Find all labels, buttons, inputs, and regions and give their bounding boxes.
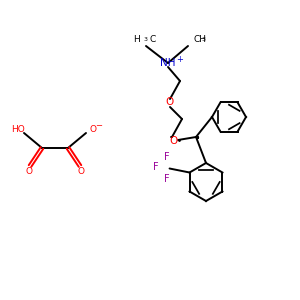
Text: H: H xyxy=(133,35,140,44)
Text: F: F xyxy=(164,152,169,161)
Text: +: + xyxy=(176,55,183,64)
Text: F: F xyxy=(153,161,158,172)
Text: CH: CH xyxy=(194,35,207,44)
Text: O: O xyxy=(77,167,85,176)
Text: 3: 3 xyxy=(144,37,148,42)
Text: O: O xyxy=(89,124,96,134)
Text: −: − xyxy=(95,122,102,130)
Text: NH: NH xyxy=(160,58,176,68)
Text: O: O xyxy=(166,97,174,107)
Text: C: C xyxy=(150,35,156,44)
Text: F: F xyxy=(164,173,169,184)
Text: O: O xyxy=(26,167,32,176)
Text: 3: 3 xyxy=(202,37,206,42)
Text: O: O xyxy=(170,136,178,146)
Text: HO: HO xyxy=(11,124,25,134)
